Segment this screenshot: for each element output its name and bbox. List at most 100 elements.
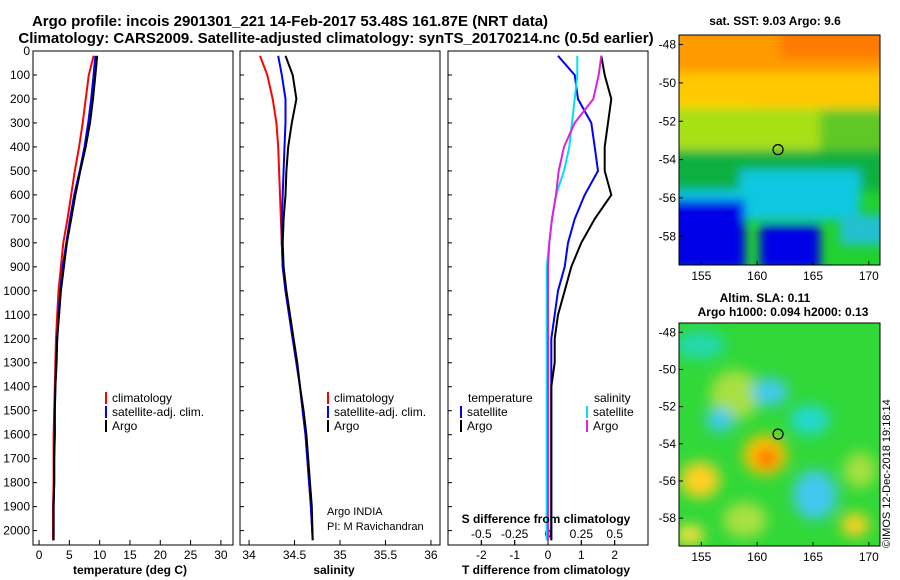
legend-label-argo: Argo: [112, 419, 138, 433]
salinity-profile-lines: [259, 55, 314, 541]
x-tick-label: 1: [578, 548, 585, 562]
sla-map-subtitle: Argo h1000: 0.094 h2000: 0.13: [698, 305, 869, 319]
sla-map-field: [679, 323, 880, 546]
legend-swatch-s-argo: [586, 420, 588, 432]
temperature-axis-label: temperature (deg C): [73, 563, 187, 577]
depth-tick-label: 800: [10, 236, 30, 250]
x-tick-label: 10: [93, 548, 107, 562]
depth-tick-label: 1400: [3, 380, 30, 394]
map-x-tick-label: 160: [747, 550, 767, 564]
depth-tick-label: 1800: [3, 476, 30, 490]
argo-position-marker: [772, 144, 784, 156]
credit-pi: PI: M Ravichandran: [327, 521, 424, 533]
depth-tick-label: 1700: [3, 452, 30, 466]
figure-title-line1: Argo profile: incois 2901301_221 14-Feb-…: [32, 13, 548, 30]
salinity-axis-label: salinity: [313, 563, 355, 577]
depth-axis: 0 100 200 300 400 500 600 700 800 900 1000 1100 1200…: [3, 44, 452, 538]
depth-tick-label: 700: [10, 212, 30, 226]
sla-map-frame: [678, 322, 881, 547]
depth-tick-label: 2000: [3, 524, 30, 538]
depth-tick-label: 200: [10, 92, 30, 106]
map-y-tick-label: -50: [659, 362, 677, 376]
legend-label-argo: Argo: [334, 419, 360, 433]
s-tick-label: -0.5: [471, 527, 492, 541]
map-y-tick-label: -52: [659, 400, 677, 414]
s-difference-axis-label: S difference from climatology: [462, 512, 631, 526]
map-y-tick-label: -54: [659, 153, 677, 167]
x-tick-label: 34.5: [283, 548, 307, 562]
legend-head-temperature: temperature: [468, 391, 533, 405]
s-tick-label: -0.25: [501, 527, 529, 541]
map-x-tick-label: 165: [803, 269, 823, 283]
t-difference-axis-label: T difference from climatology: [462, 563, 630, 577]
x-tick-label: 0: [545, 548, 552, 562]
depth-tick-label: 1000: [3, 284, 30, 298]
salinity-panel-frame: [239, 50, 441, 546]
sst-map-field: [679, 35, 880, 265]
temperature-profile-lines: [52, 55, 99, 541]
s-tick-label: 0.25: [570, 527, 594, 541]
map-y-tick-label: -48: [659, 325, 677, 339]
depth-tick-label: 1200: [3, 332, 30, 346]
x-tick-label: -2: [476, 548, 487, 562]
map-x-tick-label: 155: [691, 269, 711, 283]
temperature-legend: climatology satellite-adj. clim. Argo: [105, 391, 204, 433]
x-tick-label: 5: [66, 548, 73, 562]
map-y-tick-label: -50: [659, 76, 677, 90]
temperature-panel-frame: [32, 50, 234, 546]
map-x-tick-label: 155: [691, 550, 711, 564]
depth-tick-label: 1300: [3, 356, 30, 370]
depth-tick-label: 900: [10, 260, 30, 274]
x-tick-label: 20: [154, 548, 168, 562]
depth-tick-label: 400: [10, 140, 30, 154]
series-line-1: [277, 55, 314, 541]
map-y-tick-label: -56: [659, 191, 677, 205]
sst-map-title: sat. SST: 9.03 Argo: 9.6: [709, 14, 841, 28]
legend-label-s-satellite: satellite: [593, 405, 634, 419]
credit-program: Argo INDIA: [327, 506, 383, 518]
t-difference-axis: -2 -1 0 1 2: [476, 540, 618, 562]
map-x-tick-label: 165: [803, 550, 823, 564]
depth-tick-label: 600: [10, 188, 30, 202]
sst-map-frame: [678, 34, 881, 266]
depth-tick-label: 1100: [4, 308, 30, 322]
salinity-legend: climatology satellite-adj. clim. Argo: [327, 391, 426, 433]
difference-profile-lines: [545, 55, 613, 541]
depth-tick-label: 500: [10, 164, 30, 178]
legend-swatch-argo: [105, 420, 107, 432]
legend-label-satellite: satellite-adj. clim.: [112, 405, 204, 419]
series-line-2: [281, 55, 314, 541]
legend-swatch-satellite: [105, 406, 107, 418]
difference-legend: temperature satellite Argo salinity sate…: [460, 391, 634, 433]
legend-swatch-climatology: [105, 392, 107, 404]
legend-label-climatology: climatology: [112, 391, 172, 405]
legend-head-salinity: salinity: [594, 391, 631, 405]
series-line-0: [550, 55, 600, 541]
x-tick-label: 0: [36, 548, 43, 562]
legend-label-satellite: satellite-adj. clim.: [334, 405, 426, 419]
x-tick-label: 34: [242, 548, 256, 562]
x-tick-label: 36: [424, 548, 438, 562]
depth-tick-label: 0: [23, 44, 30, 58]
watermark: ©IMOS 12-Dec-2018 19:18:14: [881, 399, 893, 548]
map-y-tick-label: -48: [659, 38, 677, 52]
x-tick-label: 30: [214, 548, 228, 562]
sst-map-axes: 155 160 165 170 -48 -50 -52 -54 -56 -58: [659, 38, 880, 283]
depth-tick-label: 300: [10, 116, 30, 130]
argo-position-marker: [772, 428, 784, 440]
map-y-tick-label: -52: [659, 114, 677, 128]
map-y-tick-label: -58: [659, 511, 677, 525]
series-line-2: [52, 55, 99, 541]
legend-swatch-climatology: [327, 392, 329, 404]
series-line-1: [550, 55, 613, 541]
s-tick-label: 0.5: [606, 527, 623, 541]
map-x-tick-label: 170: [859, 269, 879, 283]
map-y-tick-label: -56: [659, 474, 677, 488]
depth-tick-label: 1900: [3, 500, 30, 514]
legend-swatch-satellite: [327, 406, 329, 418]
depth-tick-label: 1600: [3, 428, 30, 442]
map-x-tick-label: 170: [859, 550, 879, 564]
x-tick-label: 35: [333, 548, 347, 562]
map-x-tick-label: 160: [747, 269, 767, 283]
